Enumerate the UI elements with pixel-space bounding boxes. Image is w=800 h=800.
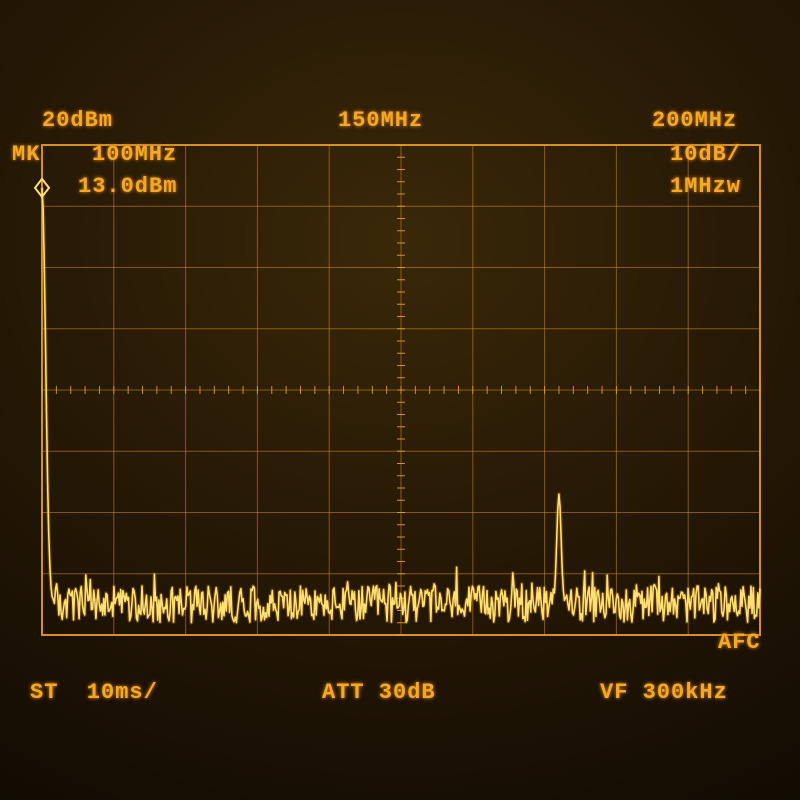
stop-freq-label: 200MHz xyxy=(652,108,737,133)
center-freq-label: 150MHz xyxy=(338,108,423,133)
attenuation-label: ATT 30dB xyxy=(322,680,436,705)
afc-label: AFC xyxy=(718,630,761,655)
ref-level-label: 20dBm xyxy=(42,108,113,133)
video-filter-label: VF 300kHz xyxy=(600,680,728,705)
marker-amp-label: 13.0dBm xyxy=(78,174,177,199)
marker-freq-label: 100MHz xyxy=(92,142,177,167)
sweep-time-label: ST 10ms/ xyxy=(30,680,158,705)
rbw-label: 1MHzw xyxy=(670,174,741,199)
marker-tag-label: MK xyxy=(12,142,40,167)
db-per-div-label: 10dB/ xyxy=(670,142,741,167)
